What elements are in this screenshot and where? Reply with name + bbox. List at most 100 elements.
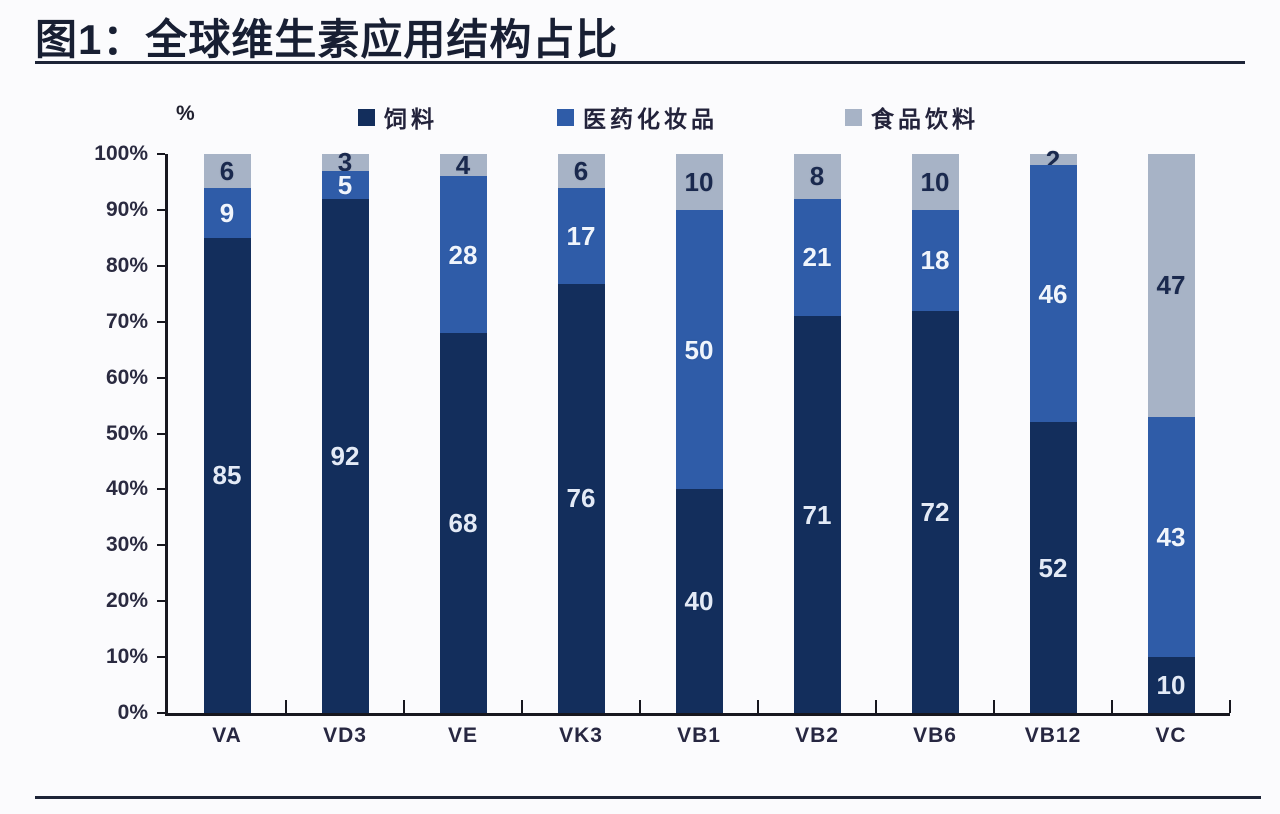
x-axis-label-VB6: VB6 [913,724,957,747]
y-axis-tick [157,264,165,267]
bar-group-VB6: 10 18 72 [876,154,994,713]
bar-group-VB2: 8 21 71 [758,154,876,713]
y-axis-tick [157,712,165,714]
y-axis-tick-label: 80% [105,253,148,277]
legend-label-pharma-cosmetics: 医药化妆品 [583,106,718,132]
segment-pharma-cosmetics-VB2: 21 [793,198,841,317]
segment-value-label: 28 [448,239,478,270]
segment-feed-VB2: 71 [793,316,841,713]
segment-feed-VB12: 52 [1029,422,1077,713]
bar-group-VB1: 10 50 40 [640,154,758,713]
y-axis-unit-label: % [176,102,195,125]
segment-pharma-cosmetics-VA: 9 [203,187,251,238]
x-axis-tick [993,700,995,713]
y-axis-tick [157,600,165,603]
page-title: 图1：全球维生素应用结构占比 [35,16,619,63]
segment-value-label: 21 [802,242,832,273]
stacked-bar-VB12: 2 46 52 [1029,147,1077,713]
x-axis-label-VB1: VB1 [677,724,721,747]
segment-food-beverage-VB12: 2 [1029,147,1077,173]
segment-feed-VB1: 40 [675,489,723,713]
title-divider [35,61,1245,64]
y-axis-tick [157,432,165,435]
segment-value-label: 10 [920,166,950,197]
x-axis-label-VB12: VB12 [1024,724,1082,747]
bar-group-VA: 6 9 85 [168,154,286,713]
plot-area: 6 9 85 3 5 92 4 28 68 6 17 76 10 50 40 8 21 71 10 18 72 2 46 52… [157,147,1231,716]
segment-pharma-cosmetics-VC: 43 [1147,416,1195,658]
segment-value-label: 92 [330,440,360,471]
segment-value-label: 8 [809,161,825,192]
segment-value-label: 72 [920,496,950,527]
bar-group-VE: 4 28 68 [404,150,522,713]
x-axis-tick [1229,700,1231,713]
x-axis-line [165,713,1230,716]
x-axis-label-VA: VA [212,724,242,747]
segment-value-label: 76 [566,483,596,514]
segment-value-label: 52 [1038,552,1068,583]
segment-value-label: 10 [684,166,714,197]
y-axis-tick [157,376,165,379]
x-axis-tick [521,700,523,713]
segment-value-label: 6 [219,155,235,186]
segment-feed-VA: 85 [203,237,251,713]
y-axis-tick-label: 20% [105,589,148,613]
legend-item-pharma-cosmetics: 医药化妆品 [557,105,718,132]
segment-value-label: 71 [802,499,832,530]
y-axis-labels: 100% 90% 80% 70% 60% 50% 40% 30% 20% 10% 0% [52,142,148,724]
segment-value-label: 17 [566,220,596,251]
segment-food-beverage-VB2: 8 [793,154,841,199]
x-axis-tick [757,700,759,713]
segment-value-label: 4 [455,150,471,181]
segment-value-label: 43 [1156,521,1186,552]
stacked-bar-VK3: 6 17 76 [557,154,605,713]
y-axis-tick [157,320,165,323]
y-axis-tick [157,544,165,547]
x-axis-tick [639,700,641,713]
segment-value-label: 68 [448,507,478,538]
y-axis-tick-label: 10% [105,645,148,669]
x-axis-tick [875,700,877,713]
segment-food-beverage-VB6: 10 [911,154,959,210]
segment-value-label: 85 [212,460,242,491]
stacked-bar-VC: 47 43 10 [1147,154,1195,713]
y-axis-tick-label: 70% [105,309,148,333]
stacked-bar-VD3: 3 5 92 [321,149,369,713]
segment-food-beverage-VK3: 6 [557,154,605,188]
segment-feed-VB6: 72 [911,310,959,713]
x-axis-tick [285,700,287,713]
segment-value-label: 3 [337,147,353,178]
stacked-bar-VA: 6 9 85 [203,154,251,713]
segment-food-beverage-VB1: 10 [675,154,723,210]
segment-food-beverage-VE: 4 [439,150,487,181]
legend-swatch-food-beverage-icon [845,108,862,126]
segment-feed-VC: 10 [1147,657,1195,713]
y-axis-line [165,154,168,716]
bar-group-VK3: 6 17 76 [522,154,640,713]
bar-group-VB12: 2 46 52 [994,147,1112,713]
y-axis-tick-label: 90% [105,197,148,221]
segment-feed-VK3: 76 [557,283,605,713]
segment-food-beverage-VC: 47 [1147,154,1195,417]
x-axis-label-VK3: VK3 [559,724,603,747]
y-axis-tick [157,153,165,155]
segment-feed-VE: 68 [439,332,487,713]
stacked-bar-VB6: 10 18 72 [911,154,959,713]
segment-value-label: 10 [1156,670,1186,701]
segment-value-label: 6 [573,155,589,186]
legend-label-feed: 饲料 [384,106,438,132]
segment-value-label: 46 [1038,278,1068,309]
segment-food-beverage-VD3: 3 [321,149,369,175]
segment-value-label: 50 [684,334,714,365]
segment-value-label: 47 [1156,270,1186,301]
segment-pharma-cosmetics-VD3: 5 [321,170,369,199]
segment-feed-VD3: 92 [321,198,369,713]
segment-pharma-cosmetics-VB12: 46 [1029,165,1077,423]
x-axis-label-VC: VC [1155,724,1187,747]
segment-value-label: 9 [219,197,235,228]
x-axis-tick [1111,700,1113,713]
y-axis-tick [157,656,165,659]
x-axis-tick [403,700,405,713]
segment-value-label: 40 [684,586,714,617]
segment-pharma-cosmetics-VE: 28 [439,176,487,333]
